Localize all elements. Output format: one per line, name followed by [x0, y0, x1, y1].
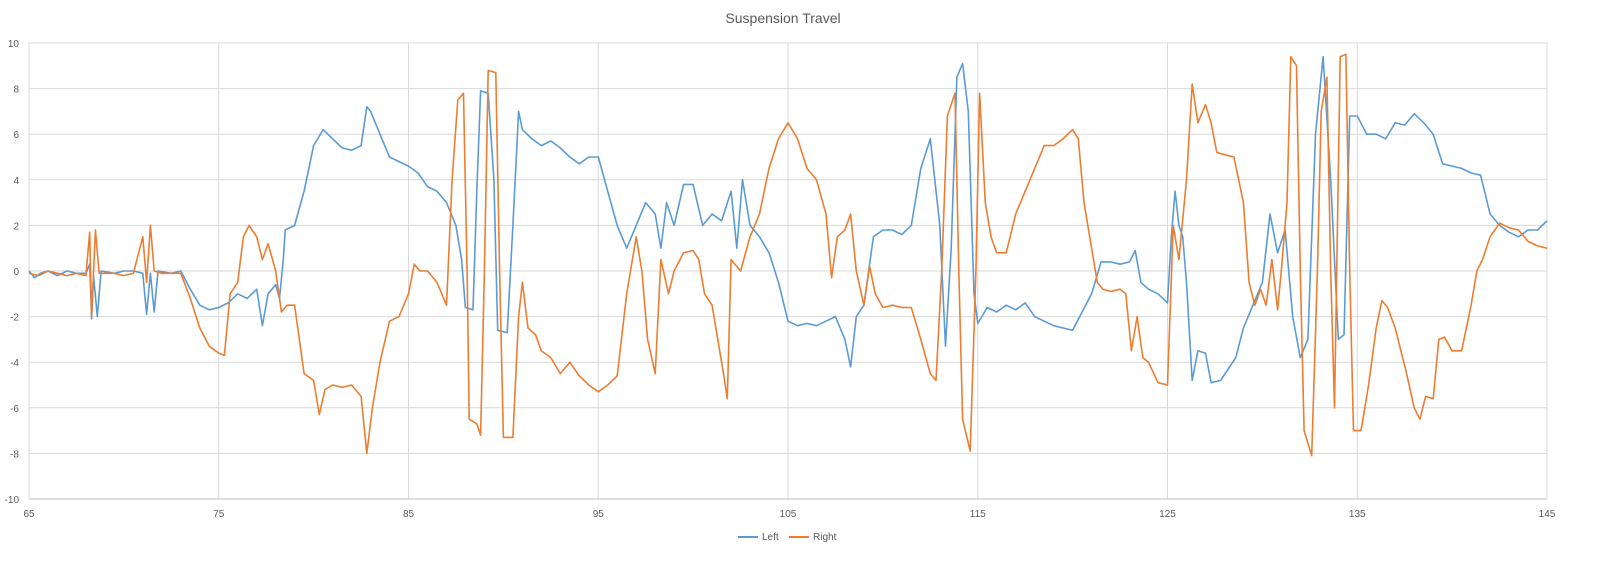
axes: -10 -8 -6 -4 -2 0 2 4 6 8 10 65 75 85 95 105 115 125 135 14…: [5, 39, 1556, 520]
x-tick-label: 75: [213, 509, 225, 520]
x-tick-label: 95: [593, 509, 605, 520]
x-tick-label: 105: [780, 509, 797, 520]
legend-item-left: Left: [738, 532, 779, 543]
series-line-right: [28, 53, 1548, 457]
y-tick-label: -10: [5, 495, 20, 506]
y-tick-label: 10: [8, 39, 20, 50]
legend: Left Right: [738, 532, 837, 543]
y-tick-label: -4: [10, 358, 19, 369]
x-tick-label: 145: [1539, 509, 1556, 520]
y-tick-label: 0: [13, 267, 19, 278]
y-tick-label: 6: [13, 130, 19, 141]
y-tick-label: -6: [10, 404, 19, 415]
y-tick-label: 4: [13, 176, 19, 187]
legend-item-right: Right: [789, 532, 837, 543]
gridlines: [28, 42, 1548, 500]
legend-label: Right: [813, 532, 837, 543]
x-tick-label: 85: [403, 509, 415, 520]
legend-label: Left: [762, 532, 779, 543]
y-tick-label: 8: [13, 85, 19, 96]
x-tick-label: 135: [1349, 509, 1366, 520]
y-tick-label: -8: [10, 449, 19, 460]
series-line-left: [28, 55, 1548, 384]
x-tick-label: 65: [23, 509, 35, 520]
chart-title: Suspension Travel: [725, 10, 840, 26]
plot-area: [28, 53, 1548, 457]
x-tick-label: 115: [970, 509, 986, 520]
x-tick-label: 125: [1159, 509, 1176, 520]
y-tick-label: -2: [10, 313, 19, 324]
y-tick-label: 2: [13, 221, 19, 232]
